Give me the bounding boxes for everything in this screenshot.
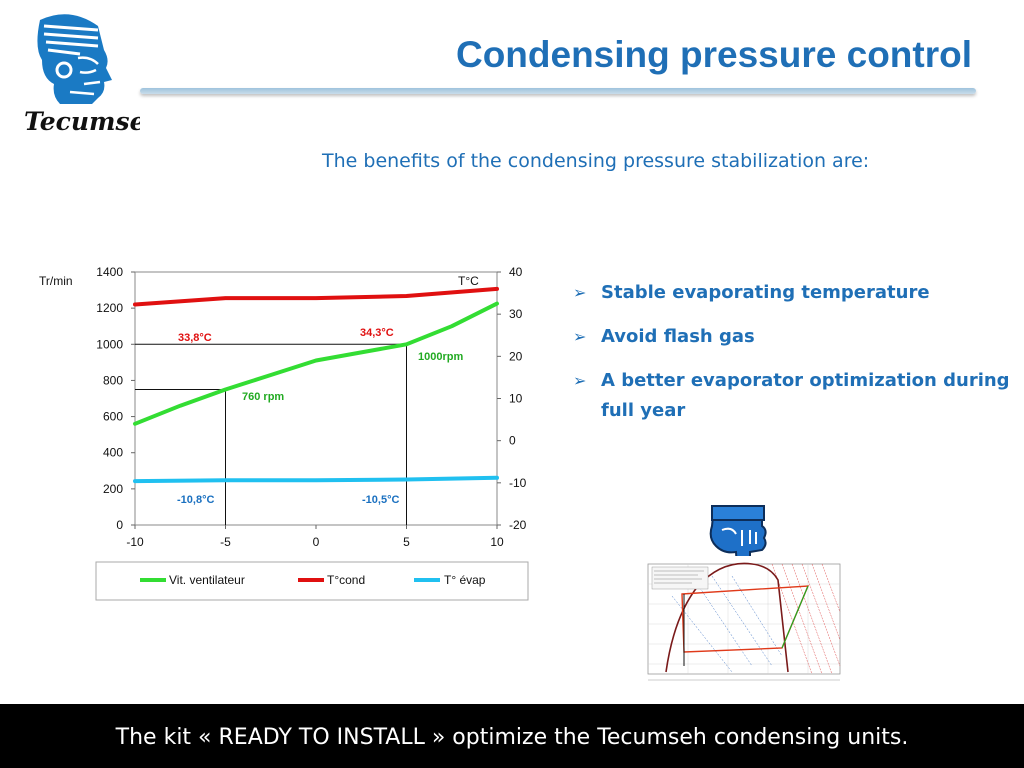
footer-bar [0,704,1024,768]
brand-wordmark: Tecumseh [24,107,140,136]
chief-head-icon [37,14,112,105]
y-left-tick-label: 1000 [96,337,123,351]
annotation-evap-left: -10,8°C [177,494,214,506]
y-left-tick-label: 600 [103,410,123,424]
x-tick-label: 0 [313,535,320,549]
tecumseh-logo: Tecumseh [24,14,140,136]
footer-text: The kit « READY TO INSTALL » optimize th… [115,725,909,750]
plot-frame [134,271,498,526]
list-item: ➢ Avoid flash gas [573,322,1013,352]
y-right-tick-label: 10 [509,392,523,406]
page-title: Condensing pressure control [455,34,972,75]
pointing-hand-icon [709,505,767,588]
list-item: ➢ A better evaporator optimization during… [573,366,1013,426]
legend-label-fan: Vit. ventilateur [169,573,245,587]
y-right-axis-label: T°C [458,274,479,288]
annotation-evap-right: -10,5°C [362,494,399,506]
benefits-list: ➢ Stable evaporating temperature ➢ Avoid f… [573,278,1013,440]
annotation-cond-right: 34,3°C [360,327,394,339]
series-fan-speed-line [133,301,499,426]
y-right-tick-label: 20 [509,349,523,363]
series-evap-temp-line [133,475,499,484]
y-left-axis-label: Tr/min [39,274,73,288]
y-right-tick-label: 40 [509,265,523,279]
pressure-enthalpy-diagram [632,556,847,686]
arrow-bullet-icon: ➢ [573,371,587,390]
series-cond-temp-line [133,286,499,307]
y-right-tick-label: 30 [509,307,523,321]
y-left-tick-label: 200 [103,482,123,496]
x-tick-label: 10 [490,535,504,549]
x-tick-label: 5 [403,535,410,549]
y-left-tick-label: 1400 [96,265,123,279]
annotation-rpm-left: 760 rpm [242,391,284,403]
y-left-tick-label: 0 [116,518,123,532]
y-left-tick-label: 400 [103,446,123,460]
annotation-cond-left: 33,8°C [178,332,212,344]
y-right-tick-label: 0 [509,434,516,448]
rpm-temperature-chart: 0200400600800100012001400-20-10010203040… [39,265,529,601]
legend-label-cond: T°cond [327,573,365,587]
annotation-rpm-right: 1000rpm [418,351,463,363]
y-right-tick-label: -10 [509,476,527,490]
arrow-bullet-icon: ➢ [573,283,587,302]
arrow-bullet-icon: ➢ [573,327,587,346]
x-tick-label: -5 [220,535,231,549]
y-right-tick-label: -20 [509,518,527,532]
list-item: ➢ Stable evaporating temperature [573,278,1013,308]
y-left-tick-label: 1200 [96,301,123,315]
chart-legend: Vit. ventilateur T°cond T° évap [95,561,529,601]
x-tick-label: -10 [126,535,144,549]
legend-label-evap: T° évap [444,573,486,587]
title-divider [140,88,976,94]
y-left-tick-label: 800 [103,373,123,387]
intro-text: The benefits of the condensing pressure … [322,150,870,172]
